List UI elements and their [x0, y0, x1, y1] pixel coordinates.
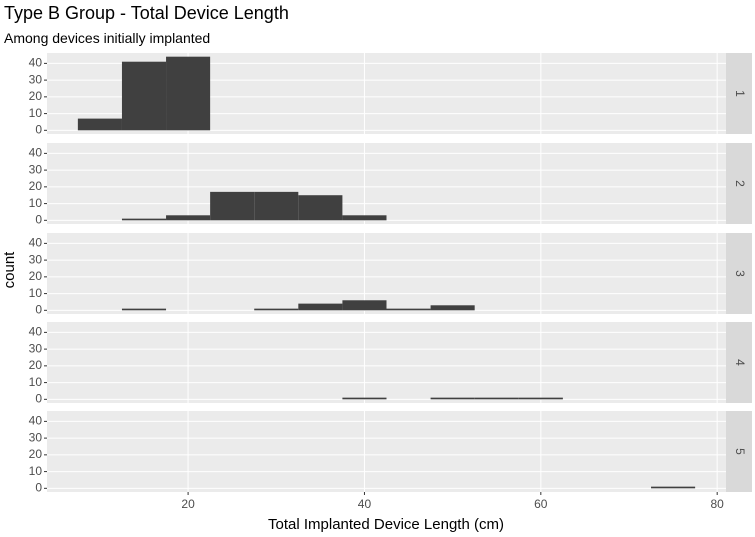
y-tick-label: 0	[35, 391, 42, 405]
y-axis-label: count	[1, 251, 18, 289]
y-tick-label: 0	[35, 302, 42, 316]
y-tick-label: 40	[29, 236, 43, 250]
histogram-bar	[518, 397, 563, 400]
y-tick-label: 30	[29, 252, 43, 266]
histogram-bar	[121, 308, 167, 311]
histogram-bar	[166, 215, 211, 221]
chart-subtitle: Among devices initially implanted	[4, 30, 210, 46]
x-tick-label: 60	[534, 497, 548, 511]
facet-strip	[726, 53, 752, 134]
x-axis-label: Total Implanted Device Length (cm)	[268, 516, 504, 533]
histogram-bar	[121, 218, 167, 221]
panel-background	[47, 143, 726, 224]
y-tick-label: 10	[29, 464, 43, 478]
y-tick-label: 0	[35, 212, 42, 226]
y-tick-label: 20	[29, 447, 43, 461]
x-tick-label: 80	[711, 497, 725, 511]
y-tick-label: 30	[29, 430, 43, 444]
histogram-bar	[298, 195, 343, 221]
panel-background	[47, 322, 726, 403]
histogram-bar	[651, 486, 696, 489]
histogram-bar	[254, 191, 299, 221]
facet-label: 3	[733, 270, 747, 277]
facet-strip	[726, 233, 752, 314]
facet-strip	[726, 322, 752, 403]
x-tick-label: 20	[181, 497, 195, 511]
histogram-bar	[474, 397, 519, 400]
y-tick-label: 40	[29, 325, 43, 339]
y-tick-label: 40	[29, 146, 43, 160]
y-tick-label: 30	[29, 341, 43, 355]
histogram-bar	[77, 118, 122, 131]
histogram-bar	[386, 308, 431, 311]
histogram-bar	[342, 215, 387, 221]
facet-strip	[726, 411, 752, 492]
histogram-bar	[210, 191, 255, 221]
facet-strip	[726, 143, 752, 224]
histogram-bar	[342, 397, 387, 400]
chart-title: Type B Group - Total Device Length	[4, 3, 289, 23]
x-tick-label: 40	[358, 497, 372, 511]
y-tick-label: 0	[35, 122, 42, 136]
facet-label: 2	[733, 180, 747, 187]
histogram-bar	[121, 61, 167, 131]
histogram-bar	[298, 303, 343, 311]
y-tick-label: 0	[35, 480, 42, 494]
y-tick-label: 30	[29, 72, 43, 86]
y-tick-label: 40	[29, 56, 43, 70]
y-tick-label: 20	[29, 358, 43, 372]
facet-label: 5	[733, 448, 747, 455]
y-tick-label: 20	[29, 179, 43, 193]
panel-background	[47, 411, 726, 492]
y-tick-label: 10	[29, 375, 43, 389]
y-tick-label: 40	[29, 414, 43, 428]
facet-label: 1	[733, 90, 747, 97]
histogram-bar	[254, 308, 299, 311]
histogram-bar	[342, 300, 387, 311]
histogram-bar	[430, 397, 475, 400]
y-tick-label: 30	[29, 162, 43, 176]
y-tick-label: 10	[29, 196, 43, 210]
y-tick-label: 10	[29, 286, 43, 300]
histogram-bar	[430, 305, 475, 311]
y-tick-label: 20	[29, 269, 43, 283]
y-tick-label: 20	[29, 89, 43, 103]
facet-label: 4	[733, 359, 747, 366]
y-tick-label: 10	[29, 106, 43, 120]
histogram-bar	[166, 56, 211, 131]
